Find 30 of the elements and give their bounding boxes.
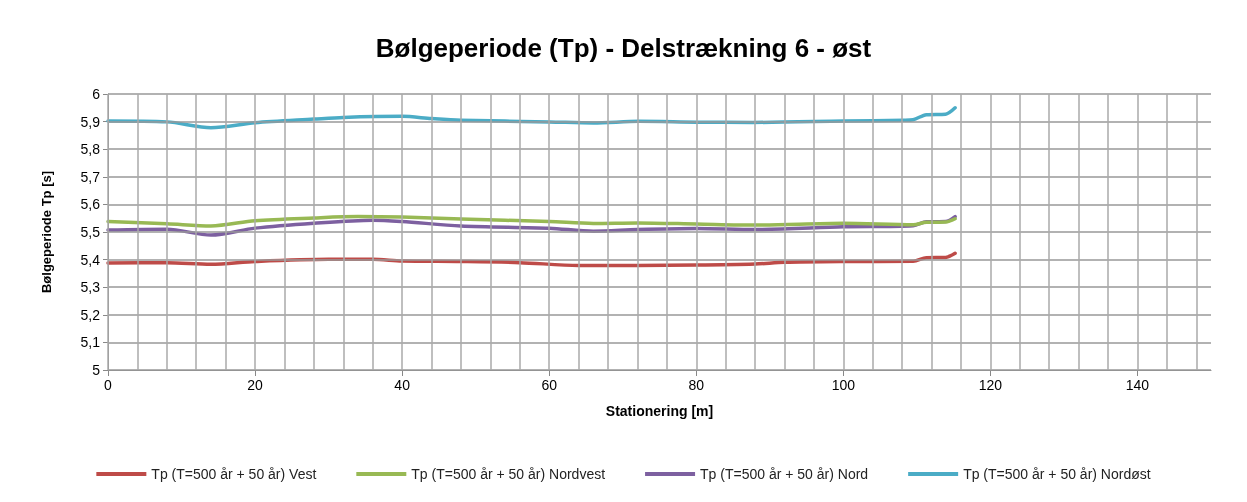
- legend-label: Tp (T=500 år + 50 år) Nordøst: [963, 466, 1151, 482]
- x-tick-label: 20: [247, 377, 264, 393]
- line-series: [106, 214, 957, 228]
- y-tick-label: 5,4: [80, 251, 101, 268]
- y-tick-label: 5,7: [80, 168, 101, 185]
- legend-label: Tp (T=500 år + 50 år) Nordvest: [411, 466, 606, 482]
- x-tick-label: 40: [394, 377, 411, 393]
- line-series: [106, 106, 957, 130]
- y-tick-label: 5,5: [80, 224, 101, 240]
- y-tick-label: 5,1: [80, 334, 101, 351]
- chart-title: Bølgeperiode (Tp) - Delstrækning 6 - øst: [375, 33, 872, 63]
- x-tick-label: 0: [104, 377, 113, 393]
- y-tick-label: 6: [92, 86, 101, 102]
- y-axis-title: Bølgeperiode Tp [s]: [39, 170, 54, 294]
- legend-label: Tp (T=500 år + 50 år) Nord: [700, 466, 869, 482]
- y-tick-label: 5,2: [80, 306, 101, 323]
- x-tick-label: 120: [978, 377, 1003, 393]
- y-tick-label: 5,6: [80, 196, 101, 213]
- x-tick-label: 60: [541, 377, 558, 393]
- x-tick-label: 140: [1125, 377, 1150, 393]
- x-axis-title: Stationering [m]: [605, 403, 714, 419]
- x-tick-label: 100: [831, 377, 856, 393]
- y-tick-label: 5,8: [80, 141, 101, 158]
- x-tick-label: 80: [688, 377, 705, 393]
- y-tick-label: 5,9: [80, 113, 101, 130]
- y-tick-label: 5: [92, 362, 101, 378]
- line-series: [106, 214, 957, 237]
- line-series: [106, 251, 957, 268]
- legend-label: Tp (T=500 år + 50 år) Vest: [151, 466, 317, 482]
- y-tick-label: 5,3: [80, 279, 101, 296]
